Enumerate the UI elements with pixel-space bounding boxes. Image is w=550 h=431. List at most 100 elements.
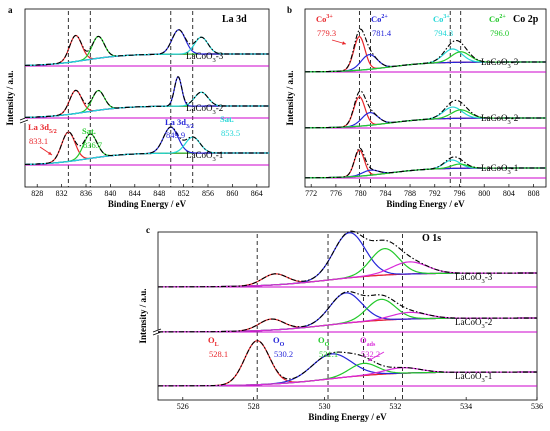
peak-annotation-label: Sat. — [82, 126, 96, 136]
x-axis-label: Binding Energy / eV — [108, 199, 187, 209]
x-tick-label: 860 — [226, 189, 238, 198]
y-axis-label: Intensity / a.u. — [5, 70, 15, 125]
fit-envelope — [157, 291, 537, 333]
y-axis-label: Intensity / a.u. — [285, 70, 295, 125]
peak-annotation-label: OO — [318, 335, 330, 348]
x-tick-label: 856 — [202, 189, 214, 198]
annotation-arrowhead — [368, 357, 372, 361]
peak-annotation-label: Co2+ — [371, 14, 388, 24]
peak-annotation-label: Co3+ — [433, 14, 450, 24]
x-tick-label: 534 — [460, 402, 472, 411]
component-peak-blue — [24, 75, 269, 119]
x-tick-label: 844 — [129, 189, 141, 198]
sample-label: LaCoO3-2 — [455, 317, 492, 330]
x-axis-label: Binding Energy / eV — [386, 199, 465, 209]
x-tick-label: 852 — [178, 189, 190, 198]
component-peak-cyan — [24, 136, 269, 166]
x-tick-label: 848 — [153, 189, 165, 198]
peak-annotation-value: 532.2 — [361, 349, 380, 359]
panel-b: 772 776 780 784 788 792 796 800 804 808 Binding En… — [285, 8, 547, 209]
peak-annotation-label: OL — [208, 335, 219, 348]
x-tick-label: 808 — [528, 189, 540, 198]
peak-annotation-label: Co2+ — [489, 14, 506, 24]
spectrum-LaCoO3-1: LaCoO3-1 — [24, 126, 269, 166]
x-tick-label: 526 — [177, 402, 189, 411]
fit-envelope — [305, 90, 546, 129]
sample-label: LaCoO3-3 — [481, 57, 519, 70]
peak-annotation-value: 794.3 — [434, 28, 453, 38]
panel-c: 526 528 530 532 534 536 Binding Energy / eV Int… — [138, 230, 543, 422]
spectrum-LaCoO3-1: LaCoO3-1 — [157, 340, 537, 387]
component-peak-red — [24, 34, 269, 67]
fit-envelope — [24, 126, 269, 165]
sample-label: LaCoO3-1 — [481, 163, 518, 176]
x-tick-label: 800 — [478, 189, 490, 198]
fit-envelope — [305, 28, 546, 73]
sample-label: LaCoO3-3 — [186, 51, 224, 64]
x-tick-label: 788 — [404, 189, 416, 198]
peak-annotation-label: La 3d3/2 — [165, 117, 194, 130]
peak-annotation-label: La 3d5/2 — [28, 122, 57, 135]
x-tick-label: 772 — [305, 189, 317, 198]
peak-annotation-value: 779.3 — [317, 28, 336, 38]
component-peak-green — [24, 133, 269, 166]
panel-title-b: Co 2p — [513, 14, 539, 25]
annotation-arrowhead — [48, 151, 52, 155]
spectrum-LaCoO3-3: LaCoO3-3 — [157, 230, 537, 288]
axis-break-mark — [152, 328, 162, 333]
x-tick-label: 532 — [389, 402, 401, 411]
panel-title-c: O 1s — [422, 233, 441, 244]
peak-annotation-value: 849.9 — [166, 130, 185, 140]
spectrum-LaCoO3-3: LaCoO3-3 — [305, 28, 546, 73]
fit-envelope — [157, 340, 537, 387]
spectrum-LaCoO3-2: LaCoO3-2 — [157, 291, 537, 333]
peak-annotation-label: Sat. — [220, 114, 234, 124]
spectrum-LaCoO3-2: LaCoO3-2 — [24, 75, 269, 119]
x-tick-label: 836 — [80, 189, 92, 198]
annotation-arrowhead — [342, 41, 346, 45]
peak-annotation-label: Co3+ — [316, 14, 333, 24]
x-tick-label: 792 — [429, 189, 441, 198]
plot-frame-b — [304, 8, 547, 188]
panel-label-c: c — [146, 225, 150, 235]
fit-envelope — [157, 230, 537, 288]
y-axis-label: Intensity / a.u. — [138, 288, 148, 343]
panel-a: 828 832 836 840 844 848 852 856 860 864 Binding En… — [5, 8, 270, 209]
spectrum-LaCoO3-1: LaCoO3-1 — [305, 147, 546, 179]
fit-envelope — [24, 75, 269, 118]
x-tick-label: 784 — [379, 189, 391, 198]
peak-annotation-label: Oads — [360, 335, 376, 348]
peak-annotation-value: 853.5 — [221, 128, 240, 138]
x-tick-label: 530 — [318, 402, 330, 411]
component-peak-green — [157, 298, 537, 333]
peak-annotation-value: 531.1 — [319, 349, 338, 359]
sample-label: LaCoO3-3 — [455, 272, 493, 285]
panel-label-a: a — [8, 5, 13, 15]
component-peak-blue — [24, 29, 269, 67]
axis-break-gap — [155, 330, 161, 335]
x-axis-label: Binding Energy / eV — [308, 412, 387, 422]
x-tick-label: 804 — [503, 189, 515, 198]
peak-annotation-value: 528.1 — [209, 349, 228, 359]
fit-envelope — [24, 29, 269, 66]
x-tick-label: 528 — [248, 402, 260, 411]
x-tick-label: 840 — [104, 189, 116, 198]
peak-annotation-value: 530.2 — [274, 349, 293, 359]
peak-annotation-value: 781.4 — [372, 28, 392, 38]
x-tick-label: 780 — [355, 189, 367, 198]
sample-label: LaCoO3-2 — [481, 113, 518, 126]
panel-label-b: b — [287, 5, 292, 15]
sample-label: LaCoO3-1 — [186, 150, 223, 163]
panel-title-a: La 3d — [222, 14, 247, 25]
peak-annotation-value: 833.1 — [29, 136, 48, 146]
x-tick-label: 776 — [330, 189, 342, 198]
x-tick-label: 864 — [251, 189, 263, 198]
sample-label: LaCoO3-1 — [455, 371, 492, 384]
axis-break-mark — [19, 119, 29, 124]
x-tick-label: 796 — [453, 189, 465, 198]
fit-envelope — [305, 147, 546, 179]
peak-annotation-value: 836.7 — [83, 140, 102, 150]
x-tick-label: 828 — [31, 189, 43, 198]
x-tick-label: 832 — [56, 189, 68, 198]
